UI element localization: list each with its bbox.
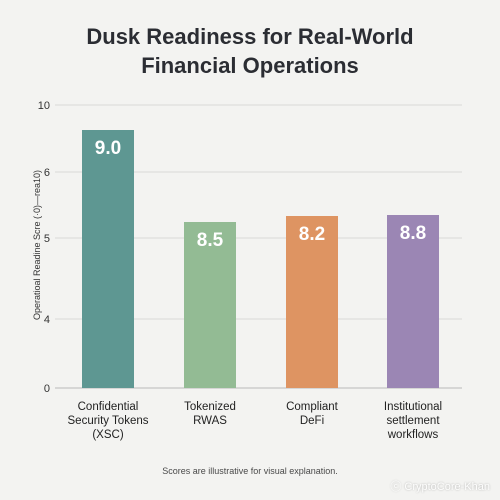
- x-tick-label-3-line-1: Compliant: [286, 401, 339, 413]
- x-tick-label-2-line-1: Tokenized: [184, 401, 236, 413]
- bar-value-labels: 9.0 8.5 8.2 8.8: [95, 138, 426, 251]
- x-tick-label-4-line-2: settlement: [386, 415, 440, 427]
- bar-4: [387, 215, 439, 388]
- chart-title-line-2: Financial Operations: [141, 53, 359, 78]
- bar-value-label-1: 9.0: [95, 138, 121, 159]
- bar-value-label-3: 8.2: [299, 224, 325, 245]
- bar-2: [184, 222, 236, 388]
- bars: [82, 130, 439, 388]
- footnote: Scores are illustrative for visual expla…: [162, 466, 338, 476]
- bar-value-label-4: 8.8: [400, 223, 426, 244]
- x-tick-label-1-line-2: Security Tokens: [68, 415, 149, 427]
- x-tick-label-4-line-1: Institutional: [384, 401, 442, 413]
- watermark: ⓒ CryptoCore-Khan: [390, 481, 490, 493]
- y-axis-label: Operatioal Readine Scre (·0)—rea10): [32, 170, 42, 320]
- y-tick-label-5: 5: [44, 233, 50, 245]
- x-tick-label-1-line-3: (XSC): [92, 429, 123, 441]
- y-tick-label-10: 10: [38, 100, 50, 112]
- bar-value-label-2: 8.5: [197, 230, 224, 251]
- x-tick-label-2-line-2: RWAS: [193, 415, 227, 427]
- y-tick-label-0: 0: [44, 383, 50, 395]
- chart-title-line-1: Dusk Readiness for Real-World: [86, 24, 414, 49]
- x-tick-label-1-line-1: Confidential: [78, 401, 139, 413]
- x-tick-label-4-line-3: workflows: [387, 429, 439, 441]
- y-tick-labels: 0 4 5 6 10: [38, 100, 50, 395]
- y-tick-label-6: 6: [44, 167, 50, 179]
- chart-title: Dusk Readiness for Real-World Financial …: [0, 22, 500, 80]
- x-tick-label-3-line-2: DeFi: [300, 415, 324, 427]
- bar-1: [82, 130, 134, 388]
- x-tick-labels: Confidential Security Tokens (XSC) Tokenize…: [68, 401, 443, 441]
- y-tick-label-4: 4: [44, 314, 50, 326]
- bar-3: [286, 216, 338, 388]
